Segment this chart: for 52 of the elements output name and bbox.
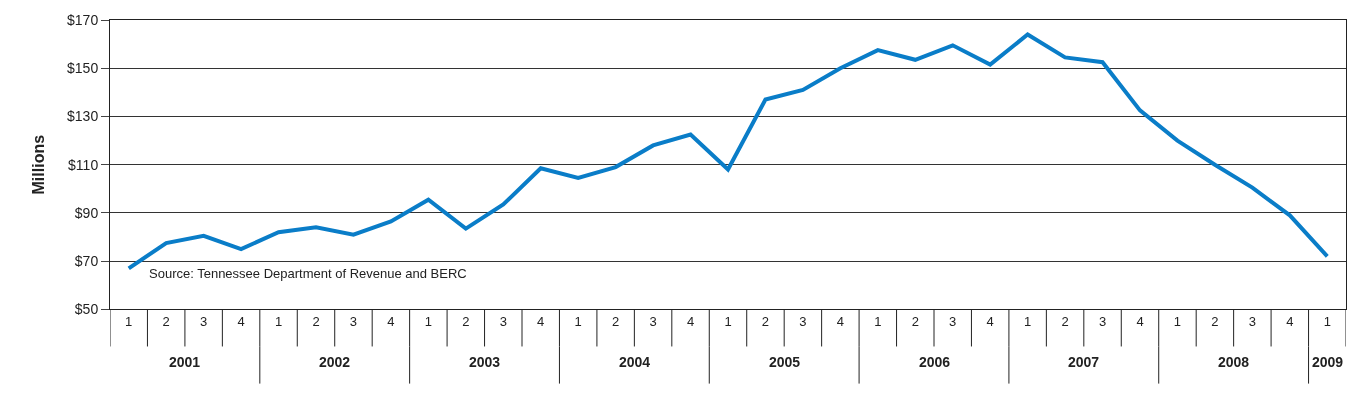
y-tick-label: $70	[74, 253, 99, 270]
x-tick-label: 2	[162, 313, 170, 329]
x-tick-label: 3	[499, 313, 507, 329]
text: 2004	[619, 354, 651, 370]
x-tick-label: 4	[237, 313, 245, 329]
x-tick-label: 4	[986, 313, 994, 329]
y-tick-label: $110	[68, 156, 99, 173]
x-tick-label: 3	[799, 313, 807, 329]
text: 2003	[469, 354, 501, 370]
x-tick-label: 3	[1098, 313, 1107, 329]
y-tick-label: $170	[67, 11, 99, 28]
text: 2009	[1312, 354, 1344, 370]
x-tick-label: 1	[724, 313, 732, 329]
x-tick-label: 1	[574, 313, 582, 329]
y-tick-label: $90	[74, 204, 99, 221]
x-tick-label: 4	[1136, 313, 1144, 329]
annotation: Source: Tennessee Department of Revenue and BERC	[149, 266, 467, 281]
x-tick-label: 3	[649, 313, 657, 329]
x-tick-label: 4	[1286, 313, 1294, 329]
line-series	[126, 32, 1330, 271]
text: 2002	[319, 354, 351, 370]
x-tick-label: 2	[462, 313, 470, 329]
text: 2008	[1218, 354, 1250, 370]
x-tick-label: 2	[911, 313, 919, 329]
y-axis-title: Millions	[29, 134, 47, 195]
x-tick-label: 3	[1248, 313, 1256, 329]
x-tick-label: 1	[274, 313, 283, 329]
x-tick-label: 2	[761, 313, 770, 329]
x-tick-label: 2	[1211, 313, 1219, 329]
y-tick-label: $150	[67, 60, 99, 77]
x-tick-label: 3	[200, 313, 208, 329]
x-tick-label: 2	[1061, 313, 1069, 329]
y-tick-label: $50	[74, 301, 99, 318]
x-tick-label: 4	[387, 313, 395, 329]
x-tick-label: 4	[836, 313, 844, 329]
x-tick-label: 3	[949, 313, 957, 329]
text: 2001	[169, 354, 201, 370]
x-tick-label: 2	[612, 313, 620, 329]
text: 2007	[1068, 354, 1100, 370]
x-tick-label: 1	[1323, 313, 1331, 329]
x-tick-label: 1	[874, 313, 882, 329]
text: 2005	[769, 354, 801, 370]
x-tick-label: 4	[686, 313, 695, 329]
x-tick-label: 1	[424, 313, 432, 329]
y-tick-label: $130	[67, 108, 99, 125]
x-tick-label: 2	[312, 313, 320, 329]
x-tick-label: 1	[1024, 313, 1032, 329]
x-tick-label: 1	[1173, 313, 1182, 329]
x-tick-label: 1	[125, 313, 133, 329]
text: 2006	[919, 354, 951, 370]
x-tick-label: 4	[537, 313, 545, 329]
x-tick-label: 3	[349, 313, 358, 329]
